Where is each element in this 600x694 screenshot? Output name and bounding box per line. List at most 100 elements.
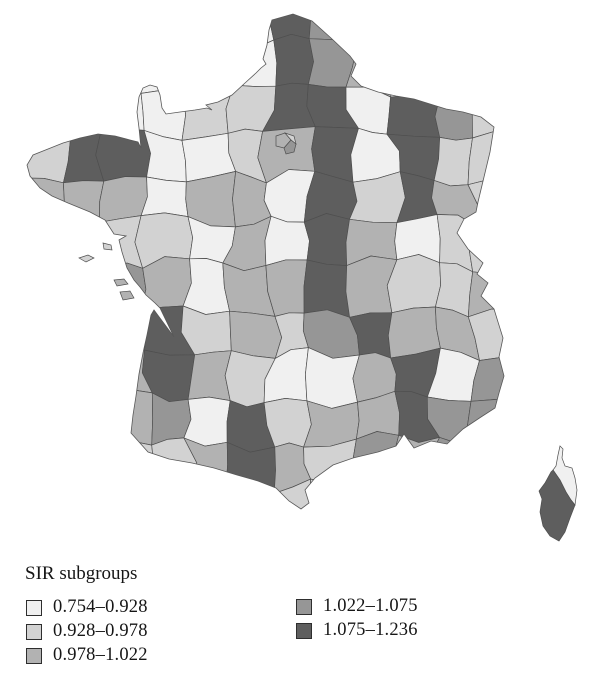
department-cell (431, 14, 483, 51)
department-cell (386, 254, 442, 314)
legend-label: 0.928–0.978 (53, 621, 148, 641)
department-cell (98, 389, 154, 446)
department-cell (182, 258, 230, 315)
corsica-south (538, 469, 576, 542)
department-cell (95, 128, 151, 182)
department-cell (230, 39, 278, 87)
france-map-svg (26, 13, 578, 542)
mainland-coastline (26, 13, 505, 510)
department-cell (140, 176, 189, 217)
department-cell (391, 434, 440, 495)
department-cell (390, 41, 441, 98)
department-cell (181, 41, 235, 90)
department-cell (181, 84, 234, 141)
department-cell (98, 306, 148, 354)
department-cell (308, 478, 355, 509)
legend-item: 0.754–0.928 (26, 597, 148, 617)
department-cell (66, 264, 112, 312)
department-cell (470, 441, 504, 495)
department-cell (27, 84, 74, 141)
legend-item: 1.022–1.075 (296, 596, 418, 616)
department-cell (303, 213, 350, 266)
department-cell (63, 302, 111, 354)
department-cell (58, 14, 109, 52)
department-cell (27, 14, 66, 52)
department-cell (392, 488, 435, 509)
department-cells (27, 14, 504, 509)
island (102, 242, 113, 251)
legend-swatch (26, 599, 42, 616)
department-cell (183, 437, 228, 493)
legend-column-right: 1.022–1.075 1.075–1.236 (296, 596, 418, 640)
department-cell (27, 302, 73, 359)
department-cell (27, 264, 75, 311)
department-cell (146, 14, 194, 51)
legend-swatch (26, 647, 42, 664)
island (119, 290, 135, 301)
atlantic-islands (78, 242, 135, 301)
department-cell (60, 45, 109, 88)
department-cell (474, 14, 504, 51)
department-cell (27, 177, 67, 229)
department-cell (100, 45, 151, 94)
department-cell (27, 391, 70, 443)
legend-item: 0.978–1.022 (26, 645, 148, 665)
department-cell (225, 486, 275, 509)
paris-department-cell (283, 139, 297, 155)
department-cell (229, 310, 283, 359)
department-cell (27, 45, 70, 91)
legend-label: 1.075–1.236 (323, 620, 418, 640)
department-cell (426, 437, 479, 494)
department-cell (183, 396, 231, 447)
department-cell (27, 348, 69, 399)
department-cell (468, 219, 504, 275)
department-cell (27, 485, 66, 509)
island (113, 278, 129, 287)
legend-column-left: 0.754–0.928 0.928–0.978 0.978–1.022 (26, 597, 148, 665)
department-cell (62, 348, 112, 399)
department-cell (187, 14, 236, 49)
legend-item: 0.928–0.978 (26, 621, 148, 641)
department-cell (55, 434, 110, 492)
department-cell (98, 439, 155, 492)
department-cell (431, 39, 478, 97)
department-cell (428, 491, 479, 509)
department-cell (351, 14, 398, 49)
department-cell (105, 486, 148, 509)
department-cell (68, 84, 102, 141)
department-cell (27, 221, 70, 271)
department-cell (62, 391, 112, 441)
department-cell (473, 45, 504, 93)
department-cell (146, 481, 194, 509)
department-cell (433, 137, 473, 187)
legend-swatch (296, 598, 312, 615)
legend-label: 0.978–1.022 (53, 645, 148, 665)
department-cell (140, 47, 193, 94)
legend-label: 0.754–0.928 (53, 597, 148, 617)
legend-label: 1.022–1.075 (323, 596, 418, 616)
legend-title: SIR subgroups (25, 563, 138, 584)
department-cell (386, 94, 441, 138)
legend-item: 1.075–1.236 (296, 620, 418, 640)
department-cell (471, 89, 504, 139)
department-cell (474, 485, 504, 509)
map-area (26, 13, 578, 542)
department-cell (434, 90, 476, 141)
island (78, 254, 95, 263)
legend-swatch (26, 623, 42, 640)
department-cell (467, 397, 504, 450)
department-cell (141, 256, 192, 311)
department-cell (273, 33, 314, 87)
department-cell (187, 486, 231, 509)
department-cell (303, 259, 350, 318)
legend-swatch (296, 622, 312, 639)
department-cell (347, 484, 398, 509)
department-cell (57, 486, 110, 509)
department-cell (391, 14, 437, 44)
department-cell (264, 215, 310, 266)
department-cell (27, 439, 68, 492)
department-cell (101, 14, 151, 54)
paris-departments-cluster (275, 132, 297, 155)
department-cell (95, 85, 145, 131)
